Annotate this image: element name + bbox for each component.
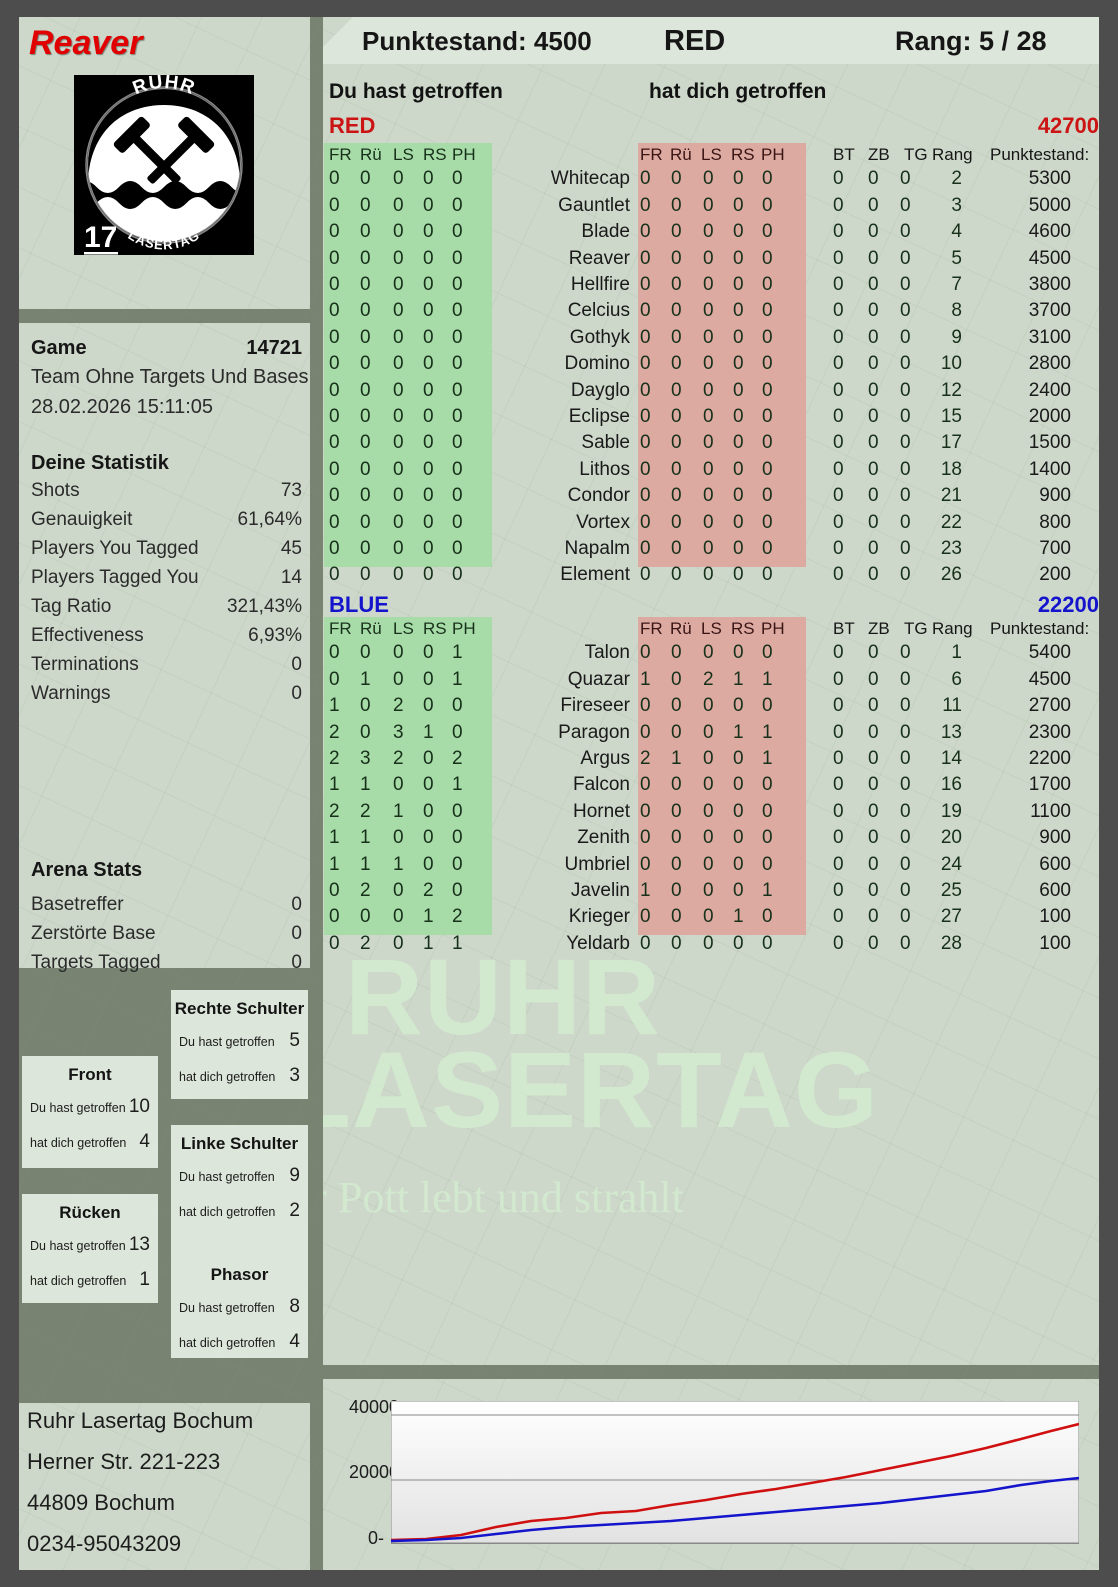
svg-text:17: 17 — [84, 221, 117, 254]
